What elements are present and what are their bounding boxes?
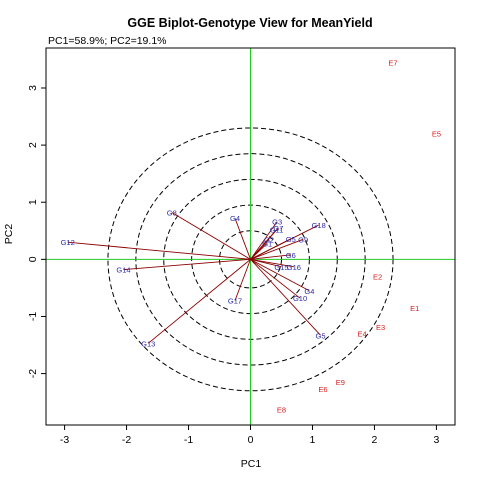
y-tick-label: 0 [27,256,39,262]
x-tick-label: 1 [310,434,316,446]
y-tick-label: -1 [27,312,39,321]
environment-label: E3 [376,323,385,332]
genotype-label: G9 [298,235,308,244]
genotype-label: G12 [61,238,75,247]
genotype-label: G4 [230,214,240,223]
chart-subtitle: PC1=58.9%; PC2=19.1% [48,35,167,47]
environment-label: E4 [357,330,366,339]
x-tick-label: -1 [184,434,193,446]
environment-label: E9 [336,378,345,387]
genotype-label: G3 [272,218,282,227]
environment-label: E1 [410,304,419,313]
genotype-vector [250,258,301,299]
y-tick-label: 2 [27,142,39,148]
x-axis-label: PC1 [241,458,262,470]
genotype-label: G13 [141,339,155,348]
genotype-label: G16 [287,263,301,272]
plot-area: -3 -2 -1 0 1 2 3-2-10123G1G2G3G4G5G6G7G8G9G10G… [27,47,456,446]
genotype-vector [234,218,251,260]
environment-label: E7 [388,58,397,67]
genotype-label: G15 [274,263,288,272]
x-tick-label: 2 [372,434,378,446]
x-tick-label: 3 [433,434,439,446]
environment-label: E5 [432,130,441,139]
genotype-vector [171,212,251,260]
y-axis-label: PC2 [3,224,15,245]
genotype-label: G14 [116,266,130,275]
y-tick-label: 3 [27,85,39,91]
genotype-label: G18 [312,221,326,230]
genotype-label: G5 [316,331,326,340]
genotype-vector [250,258,310,292]
genotype-vector [234,259,251,301]
genotype-vector [250,229,277,260]
genotype-vector [147,259,251,344]
genotype-vector [250,258,294,268]
genotype-label: G7 [273,224,283,233]
genotype-vector [250,238,304,260]
y-tick-label: -2 [27,369,39,378]
genotype-vector [67,241,251,260]
genotype-label: G6 [286,251,296,260]
x-tick-label: -2 [122,434,131,446]
chart-title: GGE Biplot-Genotype View for MeanYield [127,16,372,30]
environment-label: E6 [318,385,327,394]
genotype-vector [250,221,278,260]
genotype-label: G4 [304,287,314,296]
genotype-vector [250,259,321,336]
genotype-label: G17 [228,296,242,305]
genotype-vector [123,258,251,271]
environment-label: E2 [373,272,382,281]
environment-label: E8 [277,406,286,415]
genotype-label: G5 [286,235,296,244]
genotype-label: G10 [293,294,307,303]
x-tick-label: -3 [60,434,69,446]
genotype-label: G1 [262,239,272,248]
genotype-label: G8 [167,209,177,218]
genotype-label: G2 [264,235,274,244]
genotype-label: G11 [270,226,284,235]
genotype-vector [250,254,291,260]
x-tick-label: 0 [248,434,254,446]
y-tick-label: 1 [27,199,39,205]
genotype-vector [250,224,319,260]
